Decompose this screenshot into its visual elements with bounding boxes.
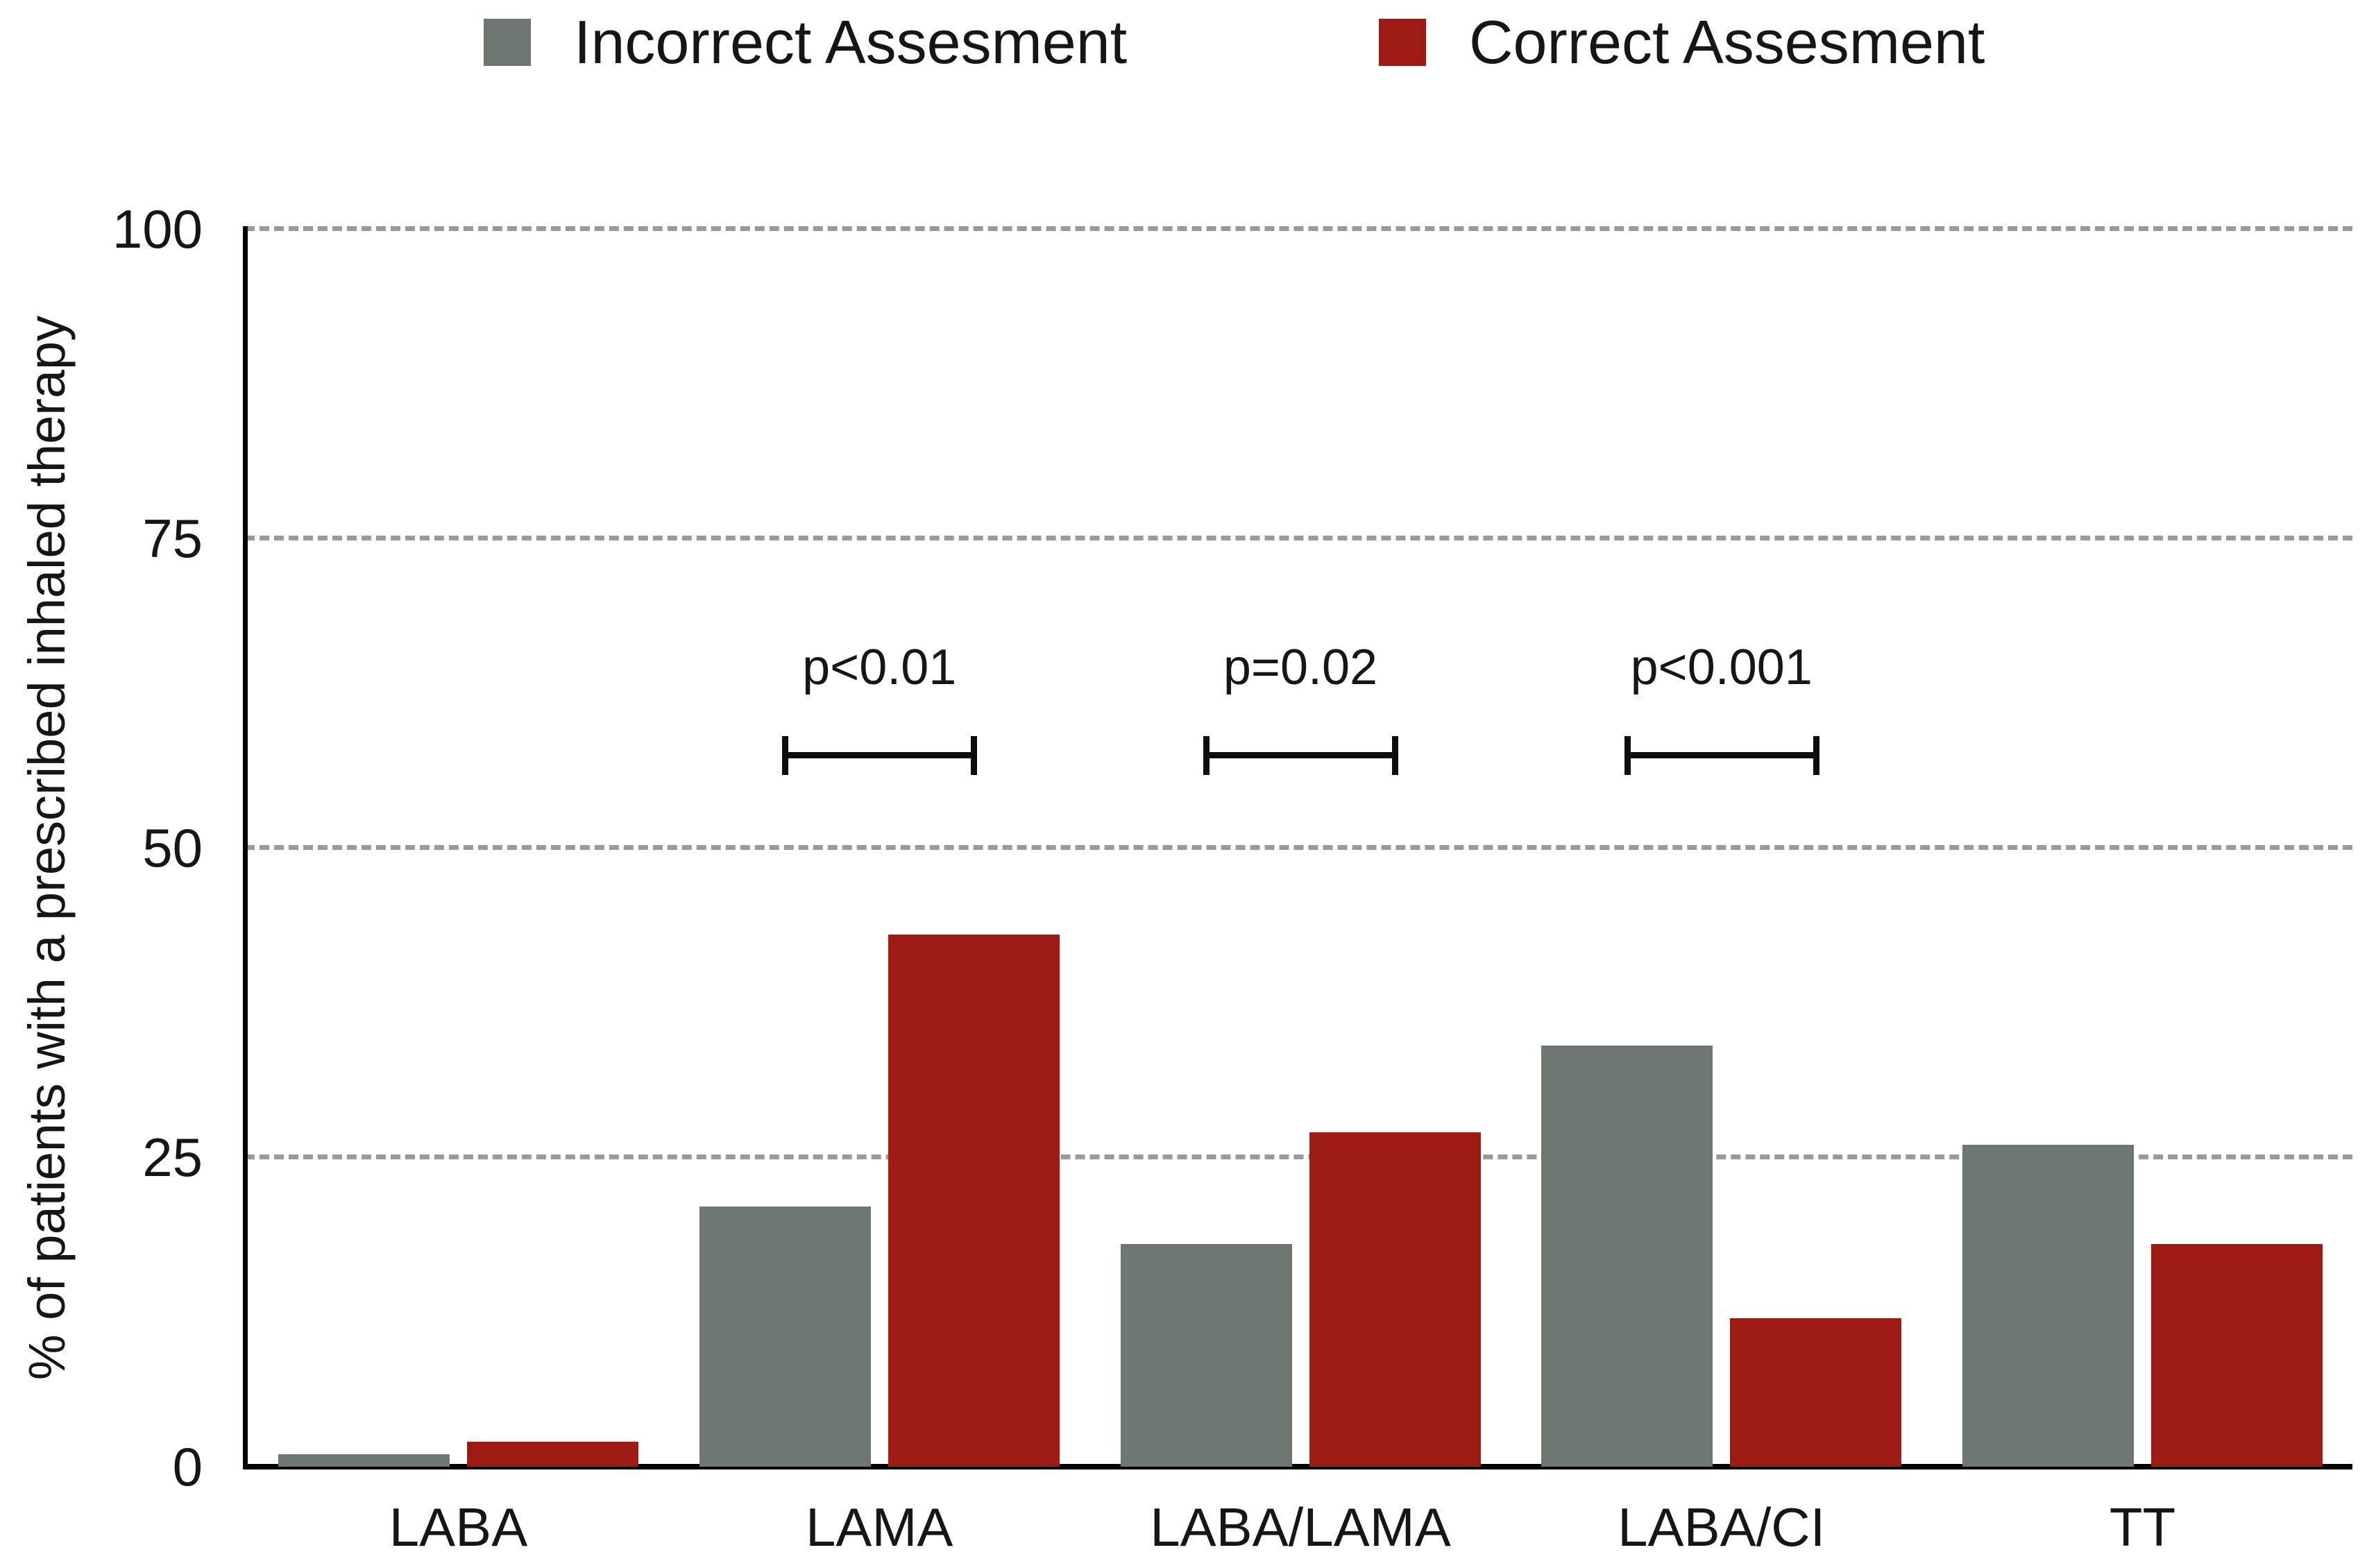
bar-tt-incorrect [1962,1145,2134,1467]
bar-laba-ci-correct [1730,1318,1902,1467]
y-tick-label-25: 25 [142,1127,203,1188]
significance-bracket-laba-ci [1627,752,1816,758]
gridline-50 [245,845,2352,850]
significance-bracket-laba-lama [1206,752,1395,758]
x-axis-line [243,1464,2352,1469]
bracket-left-cap-laba-lama [1203,736,1210,775]
legend-swatch-correct-assesment [1379,19,1426,66]
legend-swatch-incorrect-assesment [484,19,531,66]
category-label-tt: TT [2109,1497,2176,1558]
category-label-laba-ci: LABA/CI [1618,1497,1826,1558]
bracket-left-cap-laba-ci [1624,736,1631,775]
y-axis-line [243,226,248,1469]
bar-laba-lama-correct [1309,1132,1481,1467]
pvalue-label-laba-lama: p=0.02 [1223,640,1378,695]
bar-laba-correct [467,1442,638,1467]
gridline-100 [245,226,2352,231]
bar-laba-lama-incorrect [1120,1243,1292,1467]
bar-lama-correct [888,934,1060,1467]
category-label-lama: LAMA [806,1497,953,1558]
category-label-laba: LABA [389,1497,528,1558]
bracket-right-cap-laba-ci [1813,736,1819,775]
bar-tt-correct [2151,1243,2323,1467]
y-tick-label-75: 75 [142,508,203,569]
legend-label-correct-assesment: Correct Assesment [1469,8,1985,76]
y-tick-label-0: 0 [172,1436,203,1497]
significance-bracket-lama [785,752,974,758]
y-tick-label-50: 50 [142,817,203,878]
y-tick-label-100: 100 [112,198,203,259]
gridline-25 [245,1154,2352,1159]
bar-lama-incorrect [699,1207,871,1467]
bracket-left-cap-lama [782,736,789,775]
bar-laba-incorrect [278,1454,450,1467]
pvalue-label-lama: p<0.01 [802,640,957,695]
legend-item-correct-assesment: Correct Assesment [1379,11,1985,74]
bracket-right-cap-lama [971,736,978,775]
category-label-laba-lama: LABA/LAMA [1150,1497,1451,1558]
pvalue-label-laba-ci: p<0.001 [1630,640,1813,695]
legend-item-incorrect-assesment: Incorrect Assesment [484,11,1127,74]
bracket-right-cap-laba-lama [1392,736,1398,775]
gridline-75 [245,536,2352,540]
bar-laba-ci-incorrect [1541,1046,1713,1467]
legend-label-incorrect-assesment: Incorrect Assesment [574,8,1128,76]
